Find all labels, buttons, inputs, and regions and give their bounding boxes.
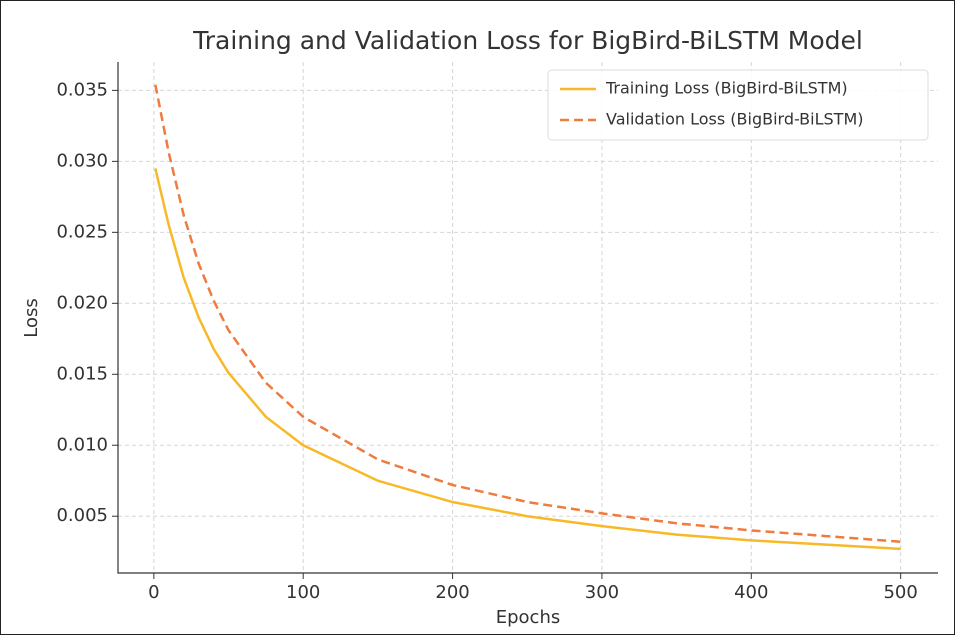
y-tick-label: 0.035 (56, 79, 108, 100)
x-tick-label: 200 (435, 582, 469, 603)
x-tick-label: 100 (286, 582, 320, 603)
y-tick-label: 0.020 (56, 292, 108, 313)
series-line (154, 84, 901, 544)
series-line (154, 168, 901, 551)
x-tick-label: 400 (734, 582, 768, 603)
y-tick-label: 0.005 (56, 505, 108, 526)
x-tick-label: 500 (883, 582, 917, 603)
legend-label: Training Loss (BigBird-BiLSTM) (605, 79, 848, 98)
chart-title: Training and Validation Loss for BigBird… (192, 26, 863, 55)
x-tick-label: 0 (148, 582, 159, 603)
y-tick-label: 0.025 (56, 221, 108, 242)
legend-box (547, 69, 929, 141)
x-axis-label: Epochs (496, 607, 561, 628)
y-tick-label: 0.030 (56, 150, 108, 171)
axes (117, 62, 938, 574)
legend-label: Validation Loss (BigBird-BiLSTM) (606, 110, 863, 129)
y-axis-label: Loss (21, 298, 42, 337)
y-tick-label: 0.010 (56, 434, 108, 455)
y-tick-label: 0.015 (56, 363, 108, 384)
x-tick-label: 300 (585, 582, 619, 603)
